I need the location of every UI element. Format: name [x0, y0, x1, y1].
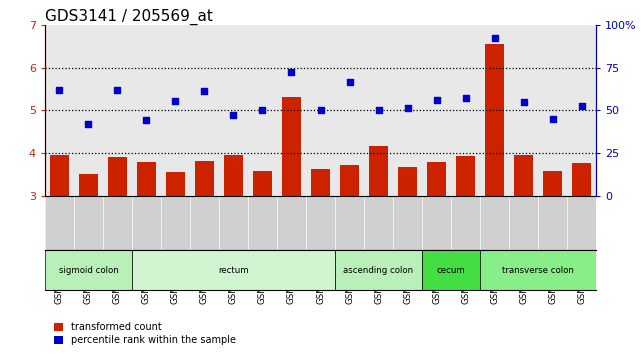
Bar	[369, 146, 388, 324]
Bar	[422, 250, 480, 290]
Point	[141, 117, 151, 122]
Bar	[282, 97, 301, 324]
Bar	[456, 156, 475, 324]
Bar	[224, 155, 243, 324]
Point	[576, 103, 587, 109]
Bar	[485, 44, 504, 324]
Bar	[311, 169, 330, 324]
Bar	[166, 172, 185, 324]
Bar	[514, 155, 533, 324]
Bar	[480, 250, 596, 290]
Bar	[427, 161, 446, 324]
Point	[344, 80, 354, 85]
Point	[257, 108, 267, 113]
Point	[547, 116, 558, 122]
Text: ascending colon: ascending colon	[344, 266, 413, 275]
Point	[199, 88, 210, 94]
Bar	[108, 157, 127, 324]
Bar	[572, 163, 591, 324]
Bar	[543, 171, 562, 324]
Point	[112, 87, 122, 93]
Bar	[137, 161, 156, 324]
Text: cecum: cecum	[437, 266, 465, 275]
Point	[490, 35, 500, 40]
Text: transverse colon: transverse colon	[502, 266, 574, 275]
Bar	[50, 155, 69, 324]
Bar	[253, 171, 272, 324]
Bar	[335, 250, 422, 290]
Bar	[340, 165, 359, 324]
Text: GDS3141 / 205569_at: GDS3141 / 205569_at	[45, 8, 213, 25]
Text: rectum: rectum	[218, 266, 249, 275]
Point	[228, 112, 238, 118]
Text: sigmoid colon: sigmoid colon	[58, 266, 119, 275]
Point	[287, 69, 297, 75]
Legend: transformed count, percentile rank within the sample: transformed count, percentile rank withi…	[50, 319, 240, 349]
Point	[519, 99, 529, 104]
Point	[315, 108, 326, 113]
Point	[431, 97, 442, 102]
Point	[54, 87, 65, 93]
Point	[403, 105, 413, 111]
Bar	[132, 250, 335, 290]
Point	[171, 98, 181, 104]
Point	[83, 121, 94, 127]
Bar	[195, 161, 214, 324]
Bar	[79, 175, 98, 324]
Bar	[398, 167, 417, 324]
Point	[460, 96, 470, 101]
Point	[374, 108, 384, 113]
Bar	[45, 250, 132, 290]
